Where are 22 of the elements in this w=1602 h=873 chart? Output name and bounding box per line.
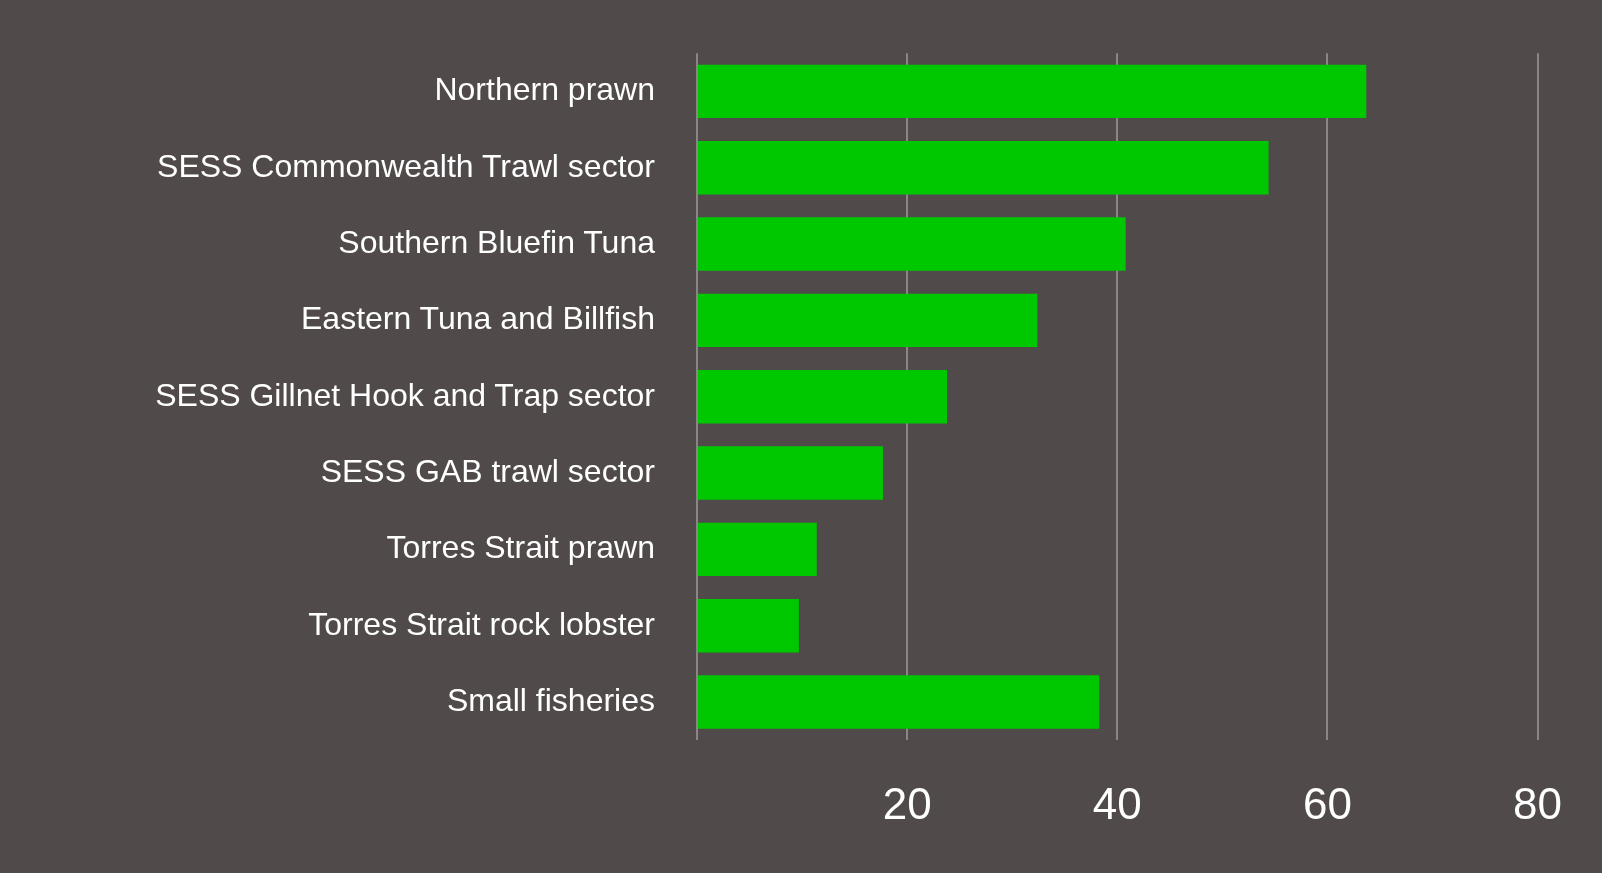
x-tick-label: 80	[1513, 778, 1563, 828]
bar	[698, 675, 1100, 729]
bar	[698, 369, 948, 424]
x-tick-label: 60	[1302, 778, 1352, 828]
x-tick-label: 40	[1092, 778, 1142, 828]
x-tick-label: 20	[882, 778, 932, 828]
bar	[698, 64, 1367, 119]
bar	[698, 522, 817, 577]
bar	[698, 446, 883, 500]
y-tick-label: SESS Commonwealth Trawl sector	[157, 147, 656, 184]
bar	[698, 217, 1126, 271]
bar	[698, 140, 1269, 195]
y-tick-label: Small fisheries	[446, 681, 655, 718]
y-tick-label: SESS GAB trawl sector	[320, 452, 656, 489]
y-tick-label: SESS Gillnet Hook and Trap sector	[155, 376, 656, 413]
y-tick-label: Torres Strait prawn	[386, 529, 655, 566]
bar	[698, 598, 799, 653]
y-tick-label: Northern prawn	[434, 71, 655, 108]
y-tick-label: Southern Bluefin Tuna	[338, 223, 656, 260]
y-tick-label: Eastern Tuna and Billfish	[301, 300, 655, 337]
bar	[698, 293, 1038, 348]
y-tick-label: Torres Strait rock lobster	[308, 605, 656, 642]
